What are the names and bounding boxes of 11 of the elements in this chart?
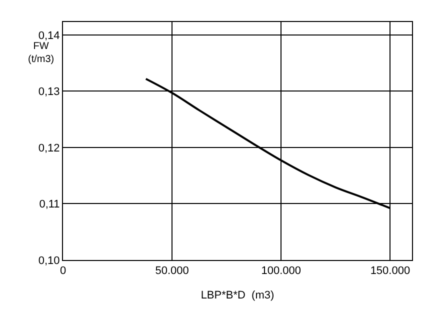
y-tick-label: 0,14 [38, 30, 60, 42]
x-axis-title: LBP*B*D (m3) [200, 289, 274, 302]
x-tick-label: 0 [60, 265, 66, 278]
x-tick-label: 50.000 [155, 265, 189, 278]
x-tick-label: 100.000 [261, 265, 302, 278]
y-tick-label: 0,10 [38, 254, 60, 267]
y-tick-label: 0,11 [39, 198, 60, 211]
y-tick-label: 0,13 [38, 86, 60, 98]
x-tick-label: 150.000 [370, 265, 410, 278]
y-axis-title: FW (t/m3) [28, 41, 54, 65]
y-tick-label: 0,12 [38, 142, 60, 154]
